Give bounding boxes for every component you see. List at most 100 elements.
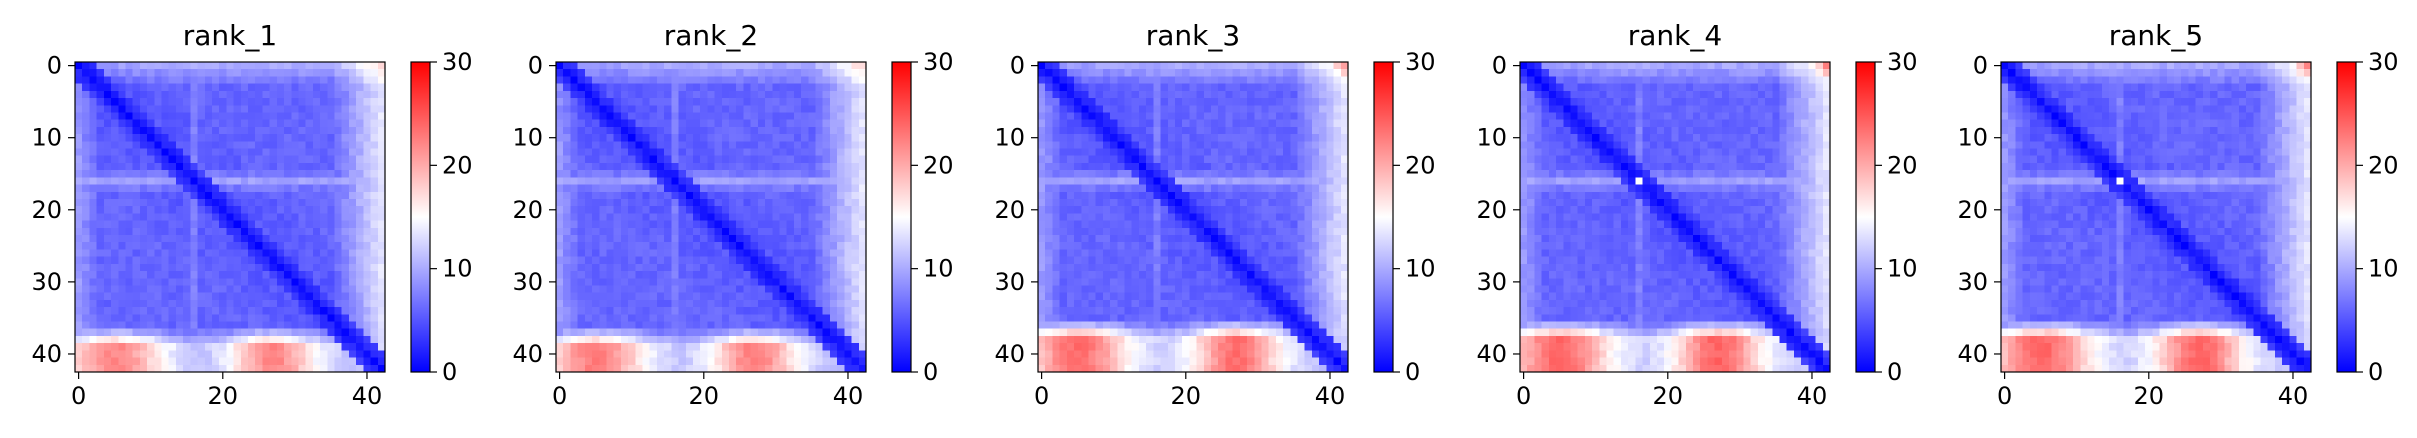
heatmap-cell [154, 220, 163, 229]
heatmap-cell [305, 76, 314, 85]
heatmap-cell [348, 271, 357, 279]
heatmap-cell [829, 134, 838, 142]
heatmap-cell [678, 62, 687, 70]
heatmap-cell [851, 350, 860, 359]
y-tick-label: 30 [512, 268, 543, 296]
heatmap-cell [656, 321, 665, 330]
heatmap-cell [269, 62, 278, 70]
heatmap-cell [305, 321, 314, 330]
heatmap-cell [635, 98, 644, 106]
heatmap-cell [815, 335, 824, 344]
heatmap-cell [563, 90, 572, 99]
heatmap-cell [255, 119, 264, 128]
heatmap-cell [620, 83, 629, 92]
heatmap-cell [276, 263, 285, 272]
heatmap-cell [700, 335, 708, 344]
heatmap-cell [750, 134, 759, 142]
heatmap-cell [685, 76, 694, 85]
heatmap-cell [298, 184, 307, 193]
heatmap-cell [1052, 220, 1061, 229]
heatmap-cell [96, 206, 105, 214]
heatmap-cell [147, 134, 155, 142]
heatmap-cell [363, 198, 372, 207]
heatmap-cell [1326, 220, 1335, 229]
heatmap-cell [75, 343, 83, 351]
heatmap-cell [1225, 170, 1234, 178]
heatmap-cell [765, 256, 773, 265]
heatmap-cell [96, 271, 105, 279]
heatmap-cell [1218, 134, 1227, 142]
heatmap-cell [312, 285, 321, 294]
y-tick-label: 0 [528, 52, 543, 80]
heatmap-cell [685, 321, 694, 330]
heatmap-cell [772, 69, 781, 78]
heatmap-cell [822, 170, 831, 178]
heatmap-cell [1095, 206, 1104, 214]
heatmap-cell [240, 105, 249, 114]
heatmap-cell [1275, 198, 1284, 207]
heatmap-cell [685, 235, 694, 243]
heatmap-cell [175, 350, 184, 359]
heatmap-cell [606, 271, 615, 279]
heatmap-cell [298, 321, 307, 330]
heatmap-cell [772, 220, 781, 229]
heatmap-cell [1225, 220, 1234, 229]
heatmap-cell [606, 155, 615, 164]
heatmap-cell [678, 191, 687, 200]
heatmap-cell [1095, 141, 1104, 150]
heatmap-cell [370, 249, 379, 258]
heatmap-cell [1268, 148, 1277, 157]
heatmap-cell [341, 292, 350, 301]
heatmap-cell [707, 227, 716, 236]
heatmap-cell [563, 335, 572, 344]
heatmap-cell [132, 235, 141, 243]
heatmap-cell [183, 155, 191, 164]
heatmap-cell [327, 90, 336, 99]
heatmap-cell [851, 235, 860, 243]
heatmap-cell [341, 307, 350, 315]
heatmap-cell [1131, 162, 1140, 171]
heatmap-cell [649, 350, 658, 359]
heatmap-cell [772, 213, 781, 222]
heatmap-cell [649, 134, 658, 142]
heatmap-cell [1081, 112, 1090, 121]
heatmap-cell [291, 105, 300, 114]
heatmap-cell [219, 126, 227, 135]
heatmap-cell [1074, 112, 1082, 121]
heatmap-cell [1153, 119, 1162, 128]
heatmap-cell [628, 90, 636, 99]
heatmap-cell [197, 285, 206, 294]
heatmap-cell [183, 83, 191, 92]
heatmap-cell [1333, 170, 1342, 178]
heatmap-cell [685, 90, 694, 99]
heatmap-cell [692, 90, 701, 99]
heatmap-cell [700, 299, 708, 308]
heatmap-cell [175, 227, 184, 236]
heatmap-cell [822, 321, 831, 330]
heatmap-cell [197, 134, 206, 142]
heatmap-cell [103, 350, 112, 359]
heatmap-cell [1174, 155, 1183, 164]
heatmap-cell [111, 141, 119, 150]
heatmap-cell [111, 184, 119, 193]
heatmap-cell [118, 343, 127, 351]
heatmap-cell [1052, 126, 1061, 135]
heatmap-cell [628, 98, 636, 106]
heatmap-cell [348, 235, 357, 243]
heatmap-cell [1066, 105, 1075, 114]
heatmap-cell [664, 328, 672, 337]
heatmap-cell [1038, 148, 1046, 157]
heatmap-cell [1275, 184, 1284, 193]
heatmap-cell [334, 364, 343, 373]
heatmap-cell [801, 105, 809, 114]
heatmap-cell [132, 357, 141, 366]
heatmap-cell [75, 314, 83, 323]
heatmap-cell [599, 364, 608, 373]
heatmap-cell [1052, 263, 1061, 272]
heatmap-cell [721, 62, 730, 70]
heatmap-cell [219, 213, 227, 222]
heatmap-cell [175, 292, 184, 301]
heatmap-cell [1254, 126, 1263, 135]
heatmap-cell [772, 198, 781, 207]
heatmap-cell [1311, 170, 1320, 178]
